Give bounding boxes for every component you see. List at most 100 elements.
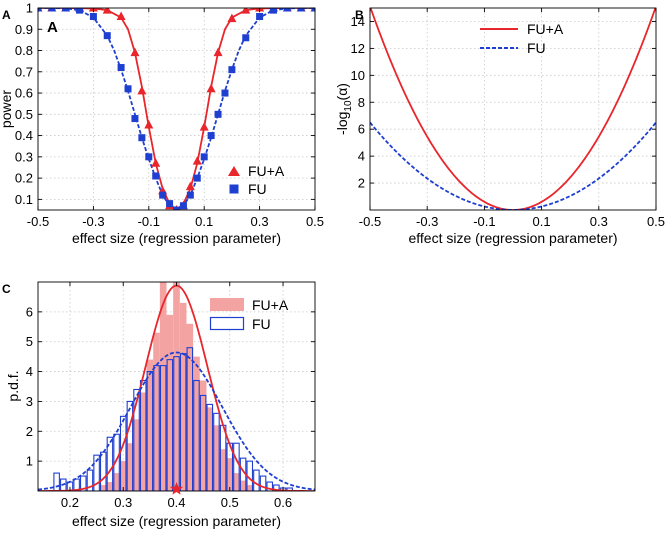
fua-hist-bar [239,480,247,491]
fu-point [311,8,315,12]
fu-point [242,34,250,42]
y-tick-label: 8 [358,95,365,110]
fua-hist-bar [213,425,220,491]
fu-point [221,89,229,97]
legend-a-fu-label: FU [248,181,267,197]
panel-a-xlabel: effect size (regression parameter) [72,230,281,246]
legend-c-fua-swatch-icon [210,298,244,311]
fua-hist-bar [166,314,174,491]
legend-a-fua-marker-icon [228,166,240,176]
fu-point [138,134,146,142]
fua-hist-bar [139,392,147,491]
fua-hist-bar [193,356,200,491]
panel-c-ylabel: p.d.f. [5,370,21,401]
y-tick-label: 0.2 [15,171,33,186]
y-tick-label: 6 [358,122,365,137]
legend-c-fua-label: FU+A [252,297,289,313]
fu-point [269,8,277,14]
panel-a-plot-area [38,8,315,210]
fit-curve-fu [38,351,315,491]
fua-point [151,158,161,167]
panel-a: A -0.5 -0.3 -0.1 0.1 0.3 0.5 0.1 0.2 0.3 0.4 0.5 0.… [0,1,324,247]
y-tick-label: 0.1 [15,192,33,207]
fu-point [76,8,84,14]
panel-b-plot-area [370,8,656,210]
panel-a-ticks: -0.5 -0.3 -0.1 0.1 0.3 0.5 0.1 0.2 0.3 0.4 0.5 0.6 0… [15,1,324,230]
fua-hist-bar [179,302,187,491]
fua-point [137,85,147,95]
fua-hist-bar [153,332,160,491]
fu-hist-bar [146,371,154,491]
fu-hist-bar [106,436,114,491]
fu-hist-bar [86,469,94,491]
fua-hist-bar [246,485,254,491]
y-tick-label: 0.4 [15,128,33,143]
x-tick-label: -0.5 [27,214,49,229]
fu-hist-bar [133,388,140,491]
fu-point [173,206,180,210]
y-tick-label: 0.5 [15,107,33,122]
x-tick-label: -0.3 [82,214,104,229]
fu-hist-bar [159,365,167,491]
fu-point [297,8,305,12]
x-tick-label: 0.1 [533,214,551,229]
y-tick-label: 6 [26,304,33,319]
fua-point [144,119,154,129]
fua-hist-bar [113,473,120,491]
fua-hist-bar [226,458,234,491]
y-tick-label: 5 [26,334,33,349]
series-curve-fua [370,8,656,210]
x-tick-label: 0.6 [274,495,292,510]
y-tick-label: 2 [358,176,365,191]
x-tick-label: -0.5 [359,214,381,229]
fua-point [227,13,237,23]
x-tick-label: 0.5 [306,214,324,229]
fua-hist-bar [99,485,107,491]
panel-b-axes-box [369,7,657,211]
legend-a-fua-label: FU+A [248,163,285,179]
fua-point [213,47,223,57]
legend-c-fu-label: FU [252,316,271,332]
fua-hist-bar [173,282,180,491]
fu-point [89,13,97,21]
x-tick-label: 0.5 [647,214,665,229]
fua-point [199,122,209,131]
y-tick-label: 4 [358,149,365,164]
fua-point [116,11,126,21]
fu-point [159,191,167,199]
fua-point [185,181,195,191]
panel-b-ticks: -0.5 -0.3 -0.1 0.1 0.3 0.5 2 4 6 8 10 12 14 [351,8,665,229]
fua-hist-bar [159,282,167,491]
fua-hist-bar [206,407,214,491]
panel-a-letter: A [2,8,11,22]
legend-b-fu-label: FU [527,40,546,56]
fu-hist-bar [233,442,240,491]
fu-point [131,115,139,123]
fu-point [193,174,201,182]
fu-hist-bar [153,365,160,491]
fu-point [214,110,222,118]
legend-a-fu-marker-icon [229,184,239,194]
panel-c-ticks: 0.2 0.3 0.4 0.5 0.6 1 2 3 4 5 6 [26,282,315,510]
y-tick-label: 1 [26,454,33,469]
panel-c-xlabel: effect size (regression parameter) [72,513,281,529]
y-tick-label: 12 [351,41,365,56]
fu-hist-bar [166,359,174,491]
x-tick-label: 0.3 [590,214,608,229]
fu-hist-bar [119,415,127,491]
y-tick-label: 0.6 [15,86,33,101]
legend-b-fua-label: FU+A [527,21,564,37]
fua-hist-bar [119,461,127,491]
fu-point [166,200,174,208]
fu-hist-bar [259,475,267,491]
fua-hist-bar [233,473,240,491]
series-curve-fu [370,121,656,210]
fu-point [179,202,187,210]
fu-hist-bar [53,472,60,491]
panel-b: B -0.5 -0.3 -0.1 0.1 0.3 0.5 2 4 6 8 10 12 14 effect… [334,7,665,246]
x-tick-label: -0.1 [473,214,495,229]
fua-hist-bar [133,419,140,491]
fua-point [130,47,140,57]
panel-b-ylabel-suffix: (α) [334,83,350,100]
